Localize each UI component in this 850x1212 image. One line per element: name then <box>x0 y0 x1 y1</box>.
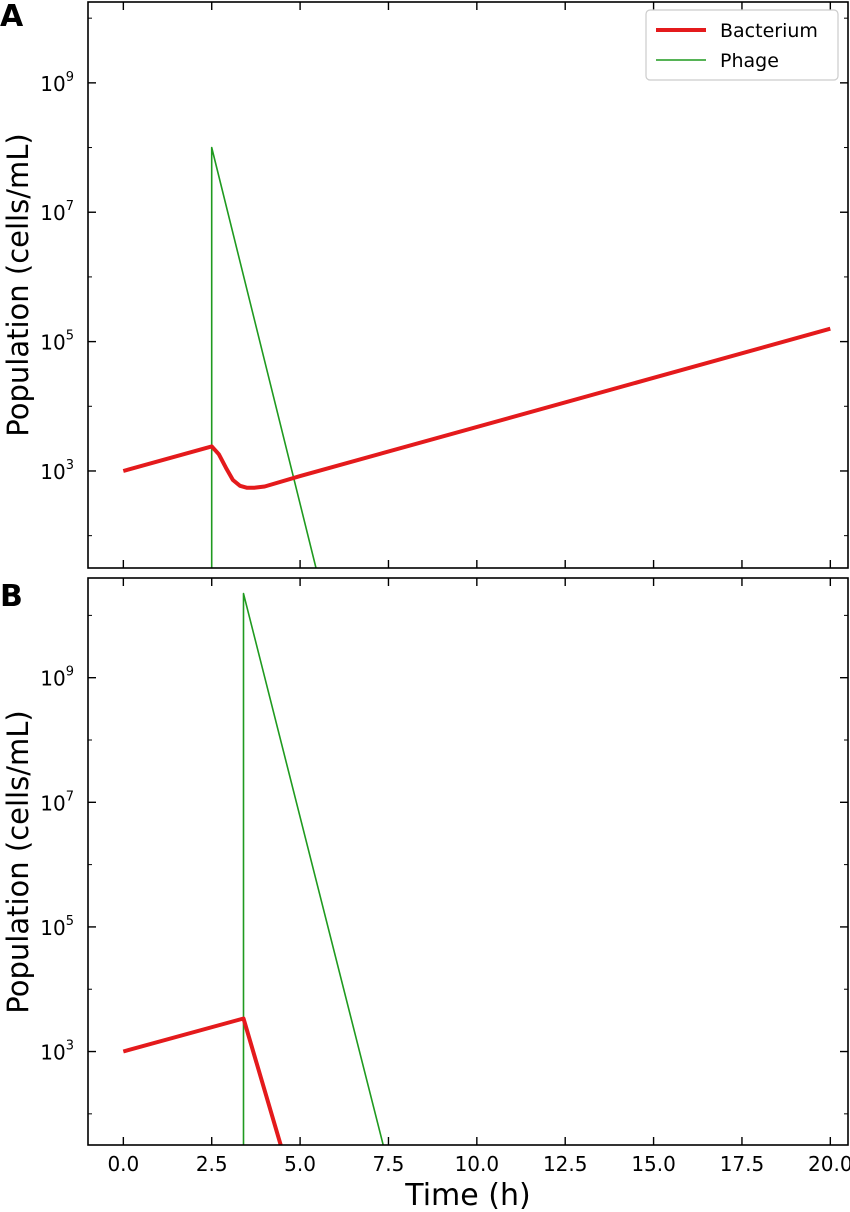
y-tick-label: 107 <box>40 789 74 815</box>
panel-b-y-axis-label: Population (cells/mL) <box>1 710 35 1013</box>
panel-a-lines <box>122 146 831 568</box>
series-phage-line <box>210 146 317 568</box>
y-tick-label: 109 <box>40 665 74 691</box>
legend-phage-label: Phage <box>720 50 779 72</box>
x-tick-label: 15.0 <box>631 1152 676 1176</box>
panel-a: A Population (cells/mL) 103 105 107 109 Bac… <box>0 0 849 569</box>
panel-a-axes-frame <box>87 1 849 569</box>
x-tick-label: 17.5 <box>720 1152 765 1176</box>
x-tick-label: 7.5 <box>373 1152 405 1176</box>
x-tick-label: 12.5 <box>543 1152 588 1176</box>
x-tick-label: 0.0 <box>107 1152 139 1176</box>
x-tick-label: 2.5 <box>196 1152 228 1176</box>
x-tick-label: 5.0 <box>284 1152 316 1176</box>
y-tick-label: 103 <box>40 1039 74 1065</box>
series-bacterium-line <box>122 1016 283 1145</box>
x-tick-label: 10.0 <box>455 1152 500 1176</box>
panel-b: B Population (cells/mL) 103 105 107 109 0.0… <box>0 577 850 1212</box>
panel-b-letter: B <box>0 579 23 614</box>
panel-b-lines <box>122 592 384 1145</box>
x-axis-label: Time (h) <box>404 1178 530 1212</box>
legend-bacterium-label: Bacterium <box>720 20 818 42</box>
x-tick-label: 20.0 <box>808 1152 850 1176</box>
panel-a-letter: A <box>0 0 24 34</box>
panel-a-y-axis-label: Population (cells/mL) <box>1 133 35 436</box>
panel-b-axes-frame <box>87 577 849 1146</box>
panel-a-ticks: 103 105 107 109 <box>40 2 848 568</box>
y-tick-label: 105 <box>40 914 74 940</box>
y-tick-label: 107 <box>40 199 74 225</box>
panel-b-ticks: 103 105 107 109 <box>40 578 848 1145</box>
legend-box <box>645 9 839 81</box>
y-tick-label: 105 <box>40 329 74 355</box>
y-tick-label: 103 <box>40 458 74 484</box>
series-bacterium-line <box>122 326 831 490</box>
x-tick-labels: 0.0 2.5 5.0 7.5 10.0 12.5 15.0 17.5 20.0 <box>107 1152 850 1176</box>
series-phage-line <box>242 592 384 1145</box>
y-tick-label: 109 <box>40 70 74 96</box>
legend: Bacterium Phage <box>645 9 839 81</box>
